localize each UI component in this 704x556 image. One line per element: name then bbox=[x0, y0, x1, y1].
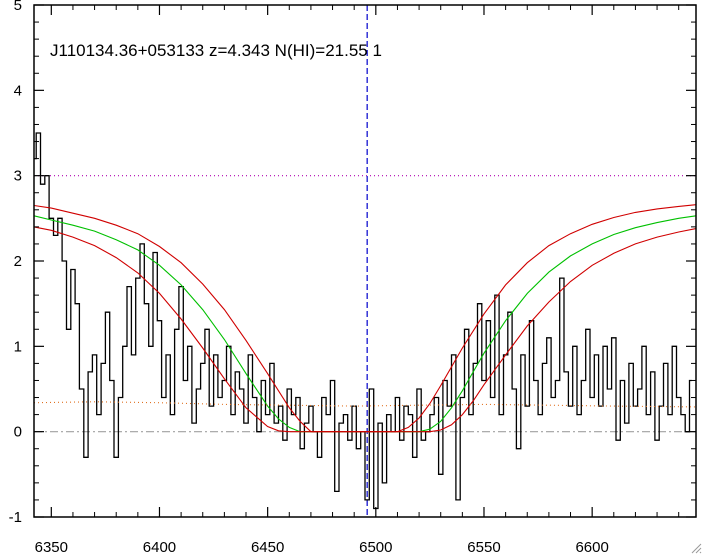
dla-fit-upper-bound bbox=[33, 204, 697, 433]
x-tick-label: 6350 bbox=[35, 539, 68, 556]
x-tick-label: 6450 bbox=[251, 539, 284, 556]
error-spectrum bbox=[33, 401, 697, 408]
series-layer bbox=[33, 132, 697, 510]
y-tick-label: 3 bbox=[14, 168, 22, 185]
x-tick-label: 6400 bbox=[143, 539, 176, 556]
y-tick-label: 5 bbox=[14, 0, 22, 14]
dla-fit-lower-bound bbox=[33, 226, 697, 433]
flux-spectrum bbox=[34, 132, 692, 510]
resize-grip-icon[interactable] bbox=[690, 542, 702, 554]
chart-title: J110134.36+053133 z=4.343 N(HI)=21.55 1 bbox=[50, 41, 382, 60]
y-tick-label: 4 bbox=[14, 82, 22, 99]
y-tick-label: -1 bbox=[9, 509, 22, 526]
y-tick-label: 1 bbox=[14, 338, 22, 355]
y-tick-label: 2 bbox=[14, 253, 22, 270]
axis-ticks bbox=[34, 4, 696, 518]
tick-labels: 6350 6400 6450 6500 6550 6600 -1 0 1 2 3 4 5 bbox=[9, 0, 609, 556]
y-tick-label: 0 bbox=[14, 424, 22, 441]
x-tick-label: 6550 bbox=[467, 539, 500, 556]
dla-fit-profile bbox=[33, 215, 697, 433]
x-tick-label: 6500 bbox=[359, 539, 392, 556]
x-tick-label: 6600 bbox=[575, 539, 608, 556]
